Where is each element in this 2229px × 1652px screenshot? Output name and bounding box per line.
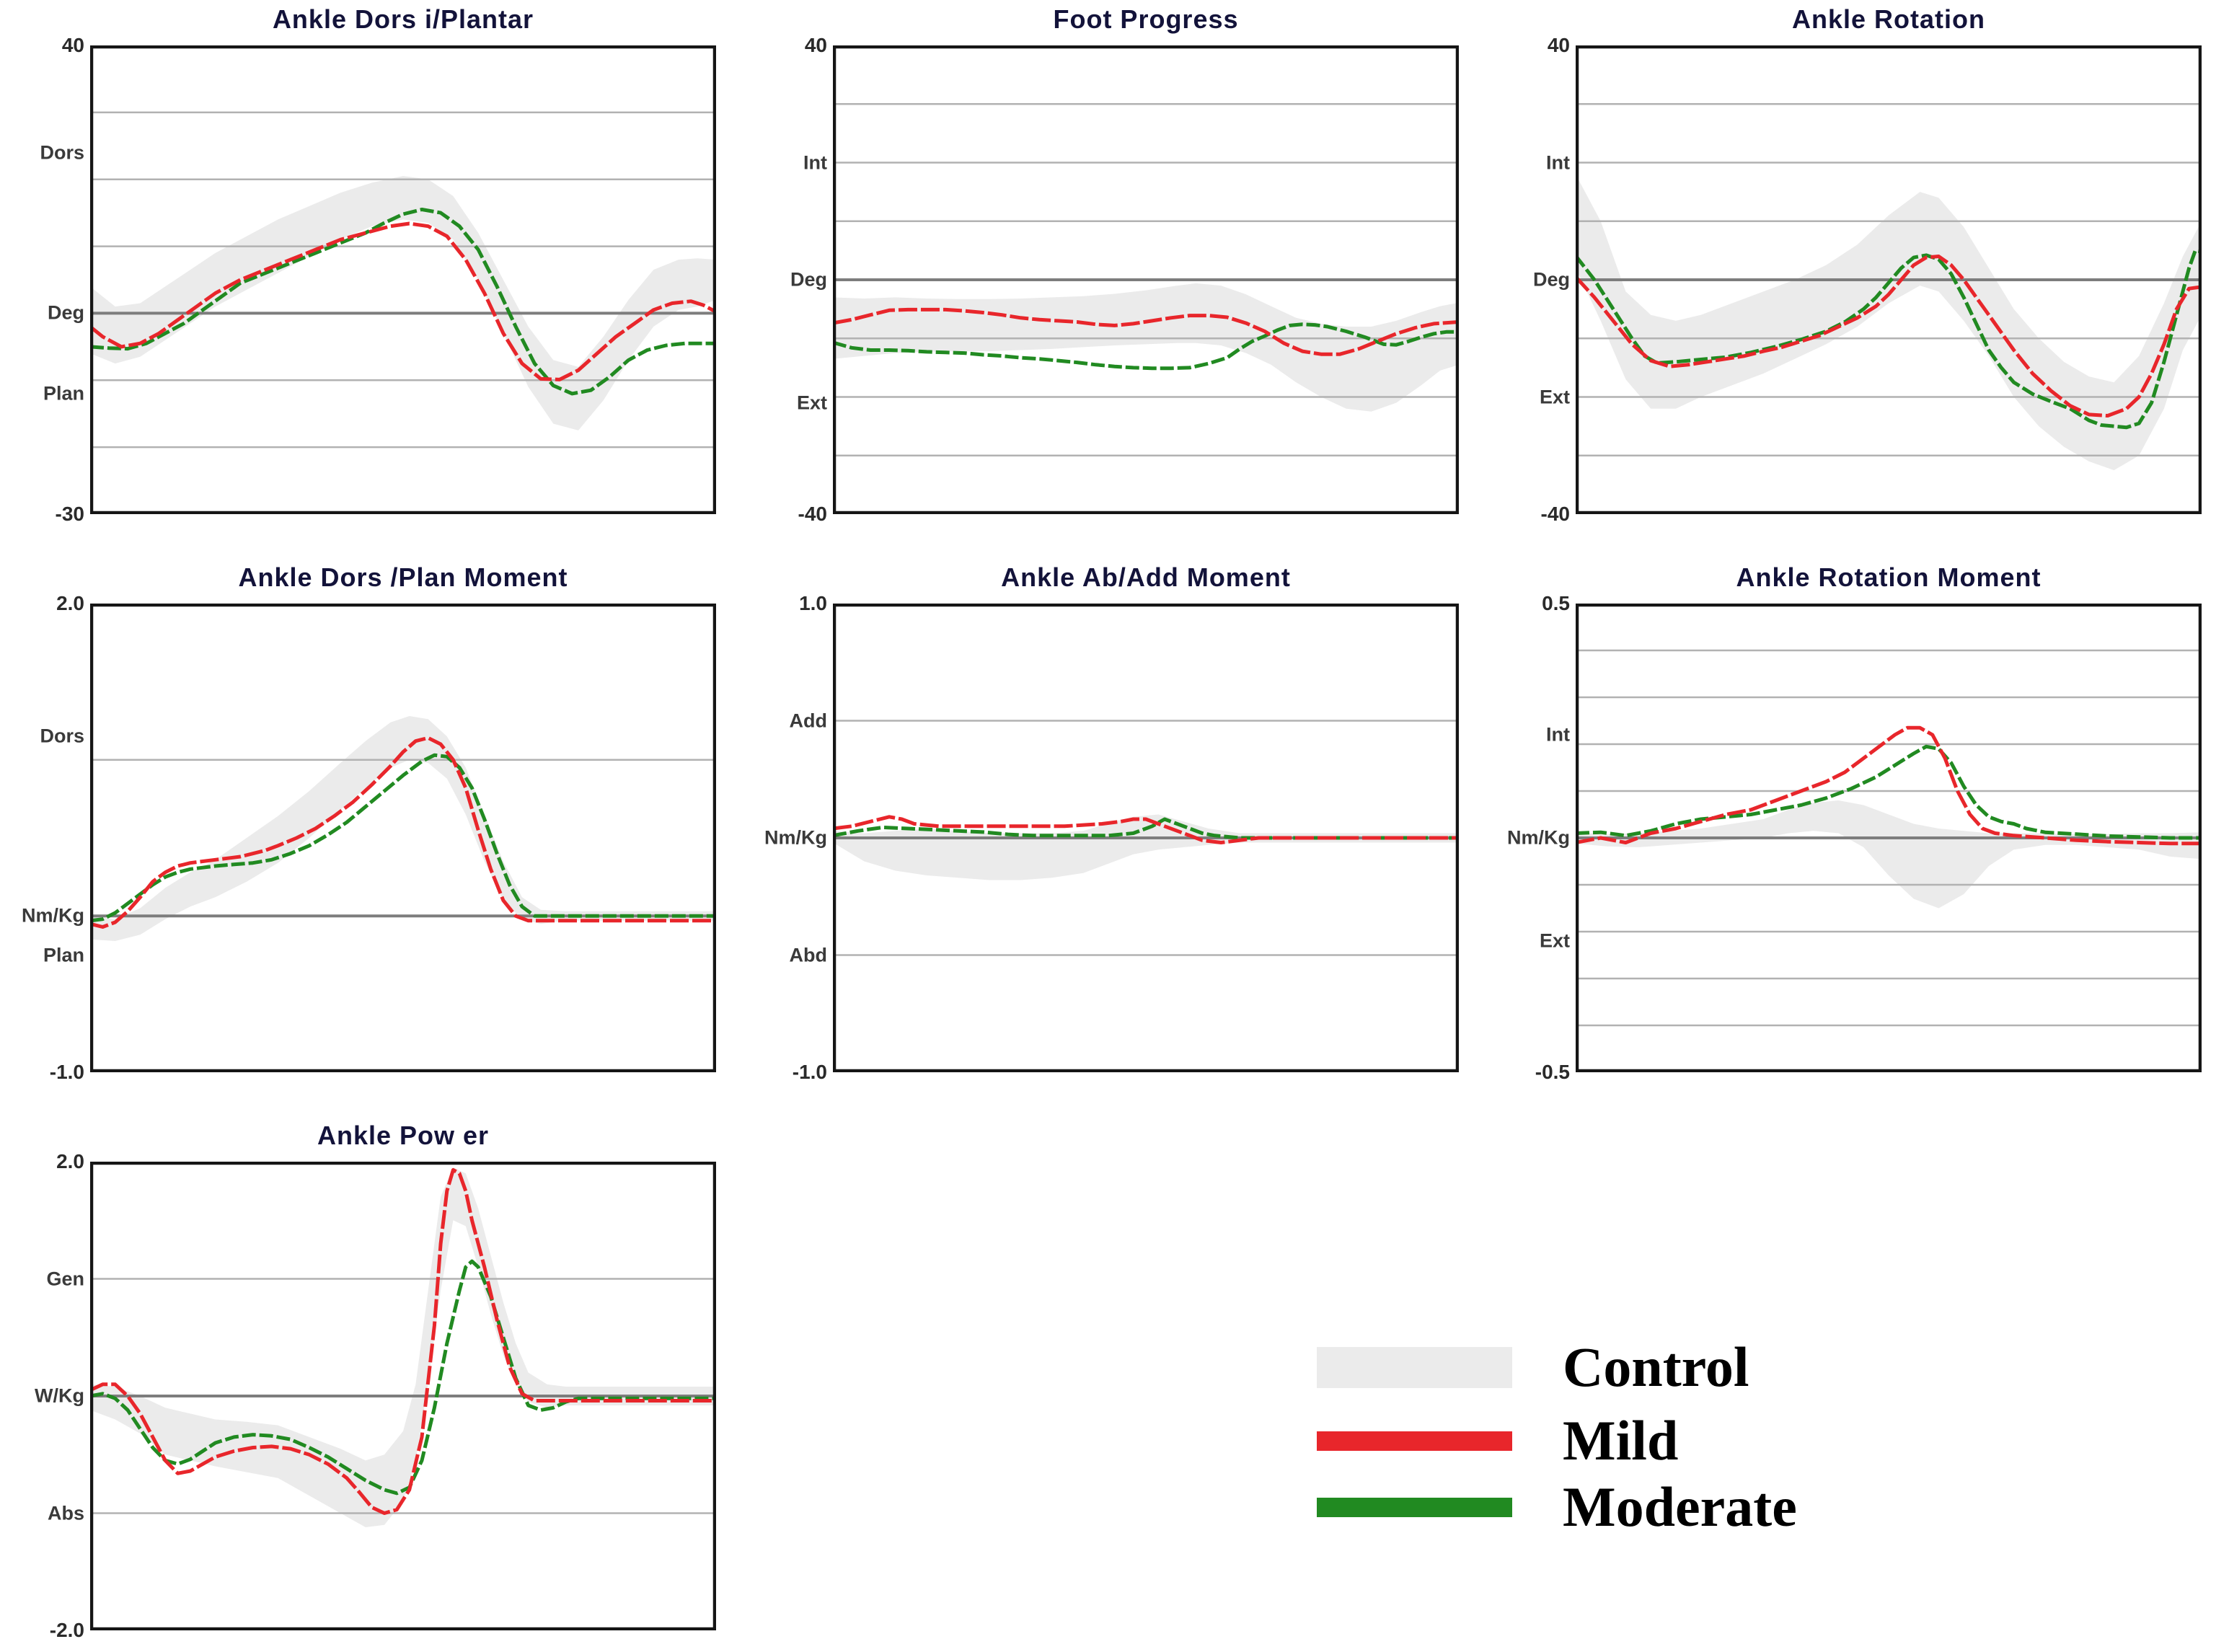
y-axis-label-lower: Ext [796,392,827,414]
legend-label-control: Control [1563,1335,1749,1398]
chart-foot-progress: Foot Progress 40 -40 Int Deg Ext [743,0,1486,548]
chart-title: Ankle Pow er [317,1121,490,1150]
y-axis-max-label: 2.0 [56,592,84,614]
plot-area [90,604,716,1072]
mild-line [1576,255,2202,418]
chart-title: Ankle Dors i/Plantar [272,4,534,34]
mild-line [833,307,1459,356]
y-axis-label-upper: Dors [40,141,84,164]
control-band [90,176,716,430]
y-axis-min-label: -30 [55,503,84,525]
y-axis-label-lower: Abd [789,944,827,966]
y-axis-min-label: -0.5 [1535,1061,1570,1083]
chart-ankle-ab-add-moment: Ankle Ab/Add Moment 1.0 -1.0 Add Nm/Kg A… [743,558,1486,1106]
y-axis-label-zero: Nm/Kg [764,826,827,849]
y-axis-max-label: 0.5 [1542,592,1570,614]
y-axis-label-lower: Ext [1539,929,1570,952]
chart-title: Ankle Ab/Add Moment [1001,562,1291,592]
y-axis-label-upper: Int [803,151,827,173]
y-axis-max-label: 2.0 [56,1150,84,1172]
y-axis-label-upper: Dors [40,725,84,747]
y-axis-label-zero: Nm/Kg [22,904,84,927]
chart-title: Ankle Rotation [1791,4,1985,34]
moderate-line [90,1259,716,1496]
y-axis-max-label: 1.0 [799,592,827,614]
mild-line-swatch [1317,1431,1512,1451]
moderate-line [1576,744,2202,840]
moderate-line [1576,248,2202,430]
y-axis-label-lower: Plan [43,944,84,966]
y-axis-label-upper: Add [789,710,827,731]
plot-area [833,604,1459,1072]
control-band [833,283,1459,412]
moderate-line [833,817,1459,840]
y-axis-min-label: -40 [798,503,827,525]
chart-title: Foot Progress [1053,4,1239,34]
y-axis-max-label: 40 [1547,34,1570,56]
plot-area [1576,604,2202,1072]
plot-area [90,1162,716,1630]
moderate-line-swatch [1317,1497,1512,1517]
y-axis-label-zero: W/Kg [35,1384,84,1407]
moderate-line [90,753,716,923]
y-axis-label-zero: Deg [790,268,827,291]
control-band-swatch [1317,1346,1512,1388]
chart-ankle-rotation: Ankle Rotation 40 -40 Int Deg Ext [1486,0,2228,548]
chart-ankle-dorsi-plantar: Ankle Dors i/Plantar 40 -30 Dors Deg Pla… [0,0,743,548]
y-axis-label-lower: Plan [43,382,84,405]
chart-ankle-rotation-moment: Ankle Rotation Moment 0.5 -0.5 Int Nm/Kg… [1486,558,2228,1106]
y-axis-label-zero: Deg [47,301,84,324]
mild-line [90,221,716,381]
mild-line [90,1167,716,1515]
moderate-line [833,322,1459,371]
y-axis-label-zero: Nm/Kg [1507,826,1570,849]
control-band [1576,800,2202,909]
legend-item-moderate: Moderate [1317,1475,1797,1540]
control-band [90,716,716,941]
mild-line [1576,725,2202,846]
y-axis-max-label: 40 [804,34,827,56]
y-axis-min-label: -1.0 [792,1061,827,1083]
y-axis-max-label: 40 [61,34,84,56]
legend-item-mild: Mild [1317,1408,1678,1473]
control-band [90,1167,716,1527]
legend-label-mild: Mild [1563,1409,1679,1472]
y-axis-label-upper: Int [1546,151,1570,173]
plot-area [1576,45,2202,514]
mild-line [833,815,1459,844]
y-axis-label-upper: Int [1546,723,1570,746]
plot-area [90,45,716,514]
chart-title: Ankle Dors /Plan Moment [238,562,568,592]
legend-item-control: Control [1317,1335,1749,1400]
mild-line [90,736,716,929]
y-axis-label-lower: Ext [1539,386,1570,407]
plot-area [833,45,1459,514]
y-axis-label-zero: Deg [1532,268,1570,291]
moderate-line [90,208,716,396]
control-band [833,814,1459,880]
y-axis-min-label: -2.0 [49,1619,84,1641]
y-axis-min-label: -1.0 [49,1061,84,1083]
chart-ankle-power: Ankle Pow er 2.0 -2.0 Gen W/Kg Abs [0,1116,743,1652]
y-axis-min-label: -40 [1540,503,1570,525]
y-axis-label-upper: Gen [46,1268,84,1289]
y-axis-label-lower: Abs [47,1502,84,1524]
legend-label-moderate: Moderate [1563,1475,1797,1538]
chart-title: Ankle Rotation Moment [1736,562,2042,592]
chart-ankle-dors-plan-moment: Ankle Dors /Plan Moment 2.0 -1.0 Dors Nm… [0,558,743,1106]
